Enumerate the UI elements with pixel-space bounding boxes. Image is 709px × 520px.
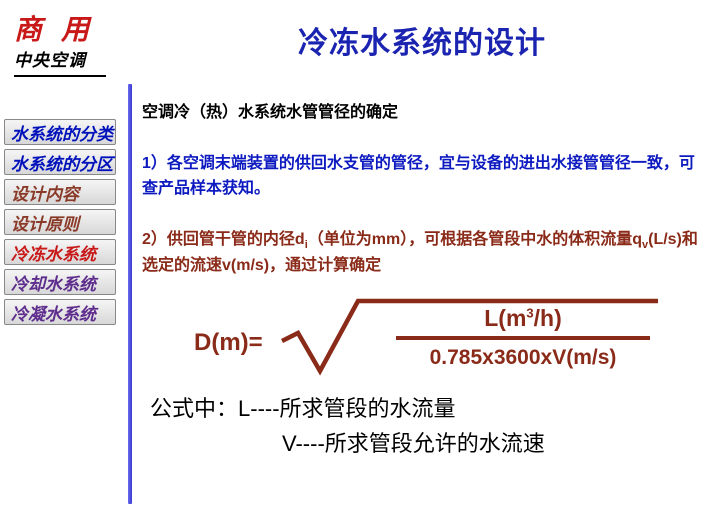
section-heading: 空调冷（热）水系统水管管径的确定 (142, 98, 702, 122)
explanation: 公式中：L----所求管段的水流量 V----所求管段允许的水流速 (142, 391, 702, 461)
fraction-denominator: 0.785x3600xV(m/s) (396, 340, 650, 370)
nav-item-5[interactable]: 冷却水系统 (4, 269, 116, 295)
nav-item-6[interactable]: 冷凝水系统 (4, 299, 116, 325)
nav-list: 水系统的分类水系统的分区设计内容设计原则冷冻水系统冷却水系统冷凝水系统 (0, 119, 128, 325)
explain-prefix: 公式中： (150, 396, 238, 421)
nav-item-0[interactable]: 水系统的分类 (4, 119, 116, 145)
nav-item-4[interactable]: 冷冻水系统 (4, 239, 116, 265)
explain-l: L----所求管段的水流量 (238, 396, 456, 421)
paragraph-2: 2）供回管干管的内径di（单位为mm），可根据各管段中水的体积流量qv(L/s)… (142, 228, 702, 279)
para2-pre: 2）供回管干管的内径d (142, 231, 305, 248)
nav-item-1[interactable]: 水系统的分区 (4, 149, 116, 175)
fraction: L(m3/h) 0.785x3600xV(m/s) (396, 305, 650, 370)
nav-item-2[interactable]: 设计内容 (4, 179, 116, 205)
main-content: 冷冻水系统的设计 空调冷（热）水系统水管管径的确定 1）各空调末端装置的供回水支… (142, 0, 702, 461)
fraction-numerator: L(m3/h) (396, 305, 650, 336)
paragraph-1: 1）各空调末端装置的供回水支管的管径，宜与设备的进出水接管管径一致，可查产品样本… (142, 152, 702, 202)
vertical-divider (128, 84, 132, 504)
page-title: 冷冻水系统的设计 (142, 18, 702, 62)
para2-mid: （单位为mm），可根据各管段中水的体积流量q (308, 231, 642, 248)
logo-bottom: 中央空调 (14, 46, 106, 77)
formula-left: D(m)= (194, 329, 263, 357)
logo-top: 商 用 (14, 8, 122, 48)
logo: 商 用 中央空调 (0, 0, 128, 81)
nav-item-3[interactable]: 设计原则 (4, 209, 116, 235)
formula: D(m)= L(m3/h) 0.785x3600xV(m/s) (142, 299, 702, 383)
sidebar: 商 用 中央空调 水系统的分类水系统的分区设计内容设计原则冷冻水系统冷却水系统冷… (0, 0, 128, 520)
explain-line-1: 公式中：L----所求管段的水流量 (150, 391, 702, 426)
explain-line-2: V----所求管段允许的水流速 (150, 426, 702, 461)
